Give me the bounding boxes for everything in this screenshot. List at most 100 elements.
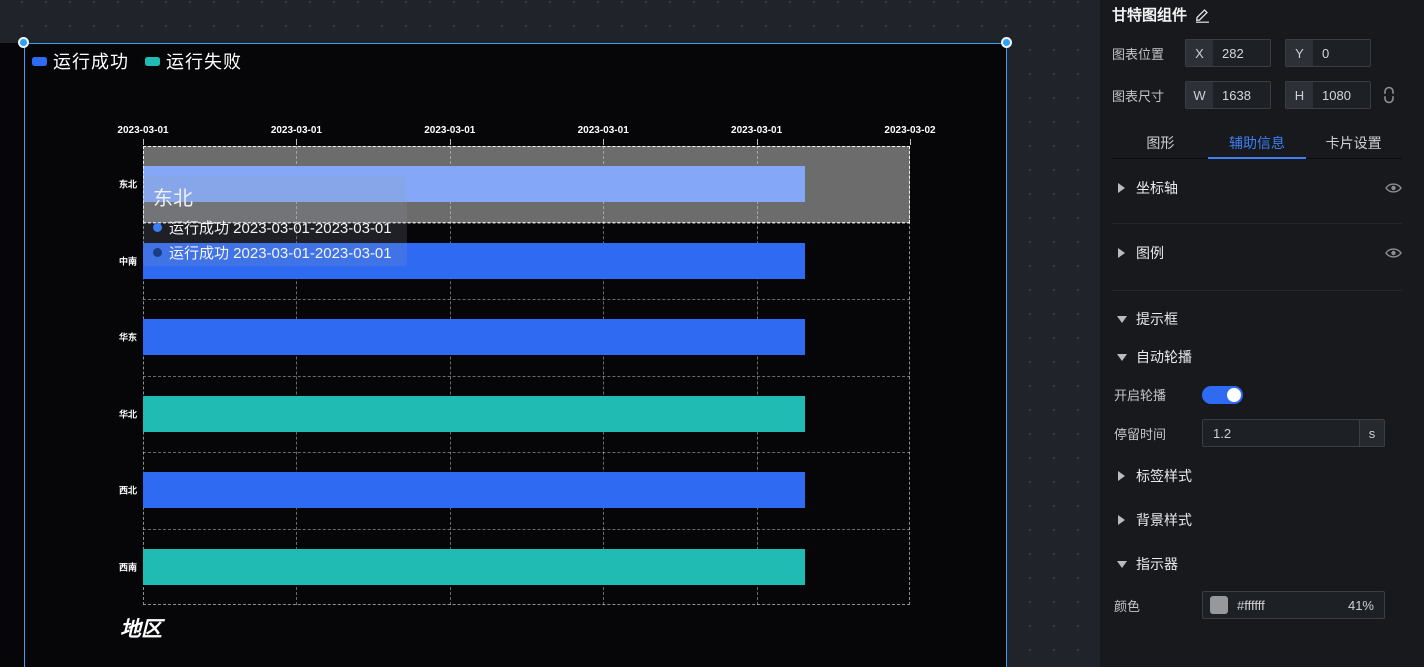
section-legend[interactable]: 图例 xyxy=(1112,238,1402,268)
size-h-field[interactable]: H 1080 xyxy=(1285,81,1371,109)
series-dot-icon xyxy=(153,223,162,232)
y-key-label: Y xyxy=(1286,40,1313,66)
h-key-label: H xyxy=(1286,82,1313,108)
x-axis-tick-label: 2023-03-01 xyxy=(117,125,169,136)
gantt-bar[interactable] xyxy=(143,548,805,585)
color-opacity-value[interactable]: 41% xyxy=(1347,597,1374,613)
chevron-down-icon xyxy=(1117,315,1127,323)
chevron-down-icon xyxy=(1117,560,1127,568)
h-value-input[interactable]: 1080 xyxy=(1313,82,1370,108)
section-axis-label: 坐标轴 xyxy=(1136,180,1178,196)
resize-handle-top-left[interactable] xyxy=(18,37,29,48)
legend-swatch xyxy=(145,56,160,66)
y-value-input[interactable]: 0 xyxy=(1313,40,1370,66)
gridline-horizontal xyxy=(143,528,910,530)
indicator-color-row: 颜色 #ffffff 41% xyxy=(1114,591,1402,619)
series-dot-icon xyxy=(153,248,162,257)
chevron-down-icon xyxy=(1117,353,1127,361)
duration-input[interactable]: 1.2 s xyxy=(1202,419,1385,447)
x-axis-tick-label: 2023-03-01 xyxy=(731,125,783,136)
eye-icon[interactable] xyxy=(1385,182,1402,194)
resize-handle-top-right[interactable] xyxy=(1001,37,1012,48)
section-label-style[interactable]: 标签样式 xyxy=(1112,461,1402,491)
gridline-vertical xyxy=(603,146,605,605)
enable-carousel-row: 开启轮播 xyxy=(1114,385,1402,404)
position-x-field[interactable]: X 282 xyxy=(1185,39,1271,67)
tab-auxiliary-info[interactable]: 辅助信息 xyxy=(1209,127,1306,158)
duration-value[interactable]: 1.2 xyxy=(1203,420,1359,446)
section-axis[interactable]: 坐标轴 xyxy=(1112,173,1402,203)
section-tooltip[interactable]: 提示框 xyxy=(1112,304,1402,334)
size-w-field[interactable]: W 1638 xyxy=(1185,81,1271,109)
gridline-horizontal xyxy=(143,299,910,300)
chart-position-row: 图表位置 X 282 Y 0 xyxy=(1112,39,1402,67)
eye-icon[interactable] xyxy=(1385,247,1402,259)
w-value-input[interactable]: 1638 xyxy=(1213,82,1270,108)
editor-canvas[interactable]: 运行成功 运行失败 2023-03-01 2023-03-01 2023-03-01 2… xyxy=(0,0,1100,667)
section-carousel[interactable]: 自动轮播 xyxy=(1112,342,1402,372)
legend-swatch xyxy=(32,56,47,66)
section-bg-style-label: 背景样式 xyxy=(1136,512,1192,528)
legend-label: 运行失败 xyxy=(166,52,242,72)
x-axis-tick-label: 2023-03-01 xyxy=(270,125,322,136)
chart-size-row: 图表尺寸 W 1638 H 1080 xyxy=(1112,81,1402,109)
color-swatch[interactable] xyxy=(1210,596,1228,614)
x-key-label: X xyxy=(1186,40,1213,66)
properties-panel: 甘特图组件 图表位置 X 282 Y 0 图表尺寸 W 1 xyxy=(1100,0,1424,667)
y-axis-category-label: 中南 xyxy=(118,256,137,267)
carousel-toggle[interactable] xyxy=(1202,385,1243,404)
chart-size-label: 图表尺寸 xyxy=(1112,88,1165,104)
chevron-right-icon xyxy=(1118,183,1125,193)
component-title: 甘特图组件 xyxy=(1112,7,1188,24)
chart-legend: 运行成功 运行失败 xyxy=(32,48,242,74)
x-value-input[interactable]: 282 xyxy=(1213,40,1270,66)
section-indicator[interactable]: 指示器 xyxy=(1112,549,1402,579)
y-axis-category-label: 西北 xyxy=(118,485,137,496)
axis-tick-mark xyxy=(910,139,911,145)
tooltip-title: 东北 xyxy=(153,188,193,210)
gantt-bar[interactable] xyxy=(143,395,805,432)
carousel-indicator-band xyxy=(143,146,910,223)
w-key-label: W xyxy=(1186,82,1213,108)
indicator-color-input[interactable]: #ffffff 41% xyxy=(1202,591,1385,619)
y-axis-category-label: 华北 xyxy=(118,409,137,420)
x-axis-tick-label: 2023-03-01 xyxy=(577,125,629,136)
tooltip-rows: 运行成功 2023-03-01-2023-03-01 运行成功 2023-03-0… xyxy=(153,217,397,263)
duration-unit: s xyxy=(1359,420,1384,446)
x-axis-tick-label: 2023-03-02 xyxy=(884,125,936,136)
tooltip-text: 运行成功 2023-03-01-2023-03-01 xyxy=(169,245,392,262)
tooltip-row: 运行成功 2023-03-01-2023-03-01 xyxy=(153,242,397,263)
section-legend-label: 图例 xyxy=(1136,245,1164,261)
section-indicator-label: 指示器 xyxy=(1136,556,1178,572)
y-axis-name: 地区 xyxy=(120,618,162,641)
chevron-right-icon xyxy=(1118,515,1125,525)
color-hex-value[interactable]: #ffffff xyxy=(1237,597,1265,613)
gridline-vertical xyxy=(296,146,298,605)
tab-graphic[interactable]: 图形 xyxy=(1146,135,1175,151)
section-carousel-label: 自动轮播 xyxy=(1136,349,1192,365)
position-y-field[interactable]: Y 0 xyxy=(1285,39,1371,67)
legend-label: 运行成功 xyxy=(53,52,129,72)
tooltip-row: 运行成功 2023-03-01-2023-03-01 xyxy=(153,217,397,238)
gantt-bar[interactable] xyxy=(143,319,805,356)
axis-tick-mark xyxy=(449,139,451,145)
gantt-bar[interactable] xyxy=(143,166,805,203)
legend-item[interactable]: 运行成功 xyxy=(32,48,129,74)
tab-card-settings[interactable]: 卡片设置 xyxy=(1325,135,1382,151)
axis-tick-mark xyxy=(143,139,144,145)
gantt-bar[interactable] xyxy=(143,242,805,279)
section-bg-style[interactable]: 背景样式 xyxy=(1112,505,1402,535)
indicator-color-label: 颜色 xyxy=(1114,598,1141,614)
lock-aspect-ratio-icon[interactable] xyxy=(1383,86,1395,104)
gridline-vertical xyxy=(449,146,451,605)
edit-icon[interactable] xyxy=(1195,7,1210,23)
gantt-bar[interactable] xyxy=(143,472,805,509)
chart-layer: 运行成功 运行失败 2023-03-01 2023-03-01 2023-03-01 2… xyxy=(32,48,936,641)
legend-item[interactable]: 运行失败 xyxy=(145,48,242,74)
duration-row: 停留时间 1.2 s xyxy=(1114,419,1402,447)
chevron-right-icon xyxy=(1118,471,1125,481)
y-axis-category-label: 东北 xyxy=(118,179,137,190)
enable-carousel-label: 开启轮播 xyxy=(1114,388,1167,403)
panel-tabs: 图形 辅助信息 卡片设置 xyxy=(1112,127,1402,159)
gridline-horizontal xyxy=(143,452,910,453)
